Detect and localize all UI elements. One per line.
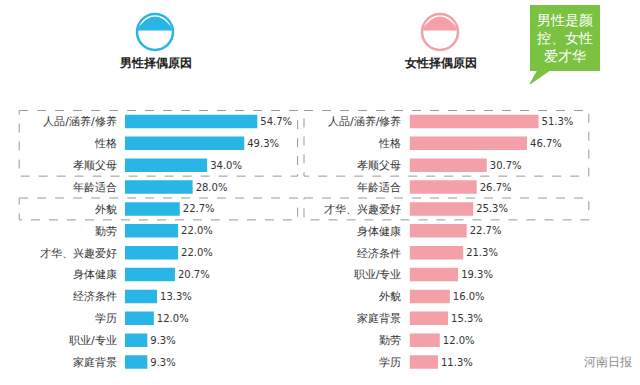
svg-text:家庭背景: 家庭背景	[73, 356, 117, 369]
svg-text:职业/专业: 职业/专业	[354, 268, 402, 281]
svg-text:22.0%: 22.0%	[181, 225, 213, 236]
svg-text:外貌: 外貌	[379, 290, 401, 303]
svg-text:54.7%: 54.7%	[260, 116, 292, 127]
svg-text:22.7%: 22.7%	[470, 225, 502, 236]
svg-text:才华、兴趣爱好: 才华、兴趣爱好	[324, 203, 401, 216]
svg-text:22.0%: 22.0%	[181, 247, 213, 258]
svg-text:外貌: 外貌	[95, 203, 117, 216]
svg-text:年龄适合: 年龄适合	[357, 181, 401, 194]
svg-text:30.7%: 30.7%	[490, 160, 522, 171]
svg-text:性格: 性格	[378, 137, 401, 150]
svg-text:9.3%: 9.3%	[150, 357, 175, 368]
svg-text:男性是颜控、女性爱才华: 男性是颜控、女性爱才华	[537, 12, 593, 64]
svg-text:26.7%: 26.7%	[480, 182, 512, 193]
svg-text:家庭背景: 家庭背景	[357, 312, 401, 325]
svg-text:46.7%: 46.7%	[530, 138, 562, 149]
svg-text:年龄适合: 年龄适合	[73, 181, 117, 194]
svg-text:34.0%: 34.0%	[210, 160, 242, 171]
svg-text:28.0%: 28.0%	[196, 182, 228, 193]
svg-text:经济条件: 经济条件	[73, 290, 117, 303]
svg-text:男性择偶原因: 男性择偶原因	[119, 56, 192, 70]
svg-text:经济条件: 经济条件	[357, 247, 401, 260]
svg-text:12.0%: 12.0%	[157, 313, 189, 324]
svg-text:51.3%: 51.3%	[542, 116, 574, 127]
svg-text:11.3%: 11.3%	[441, 357, 473, 368]
svg-text:孝顺父母: 孝顺父母	[357, 159, 401, 172]
svg-text:性格: 性格	[94, 137, 117, 150]
svg-text:身体健康: 身体健康	[357, 225, 401, 238]
svg-text:学历: 学历	[95, 312, 117, 325]
svg-text:21.3%: 21.3%	[466, 247, 498, 258]
svg-text:人品/涵养/修养: 人品/涵养/修养	[43, 115, 116, 128]
svg-text:勤劳: 勤劳	[95, 225, 117, 238]
svg-text:12.0%: 12.0%	[443, 335, 475, 346]
svg-text:职业/专业: 职业/专业	[69, 334, 117, 347]
svg-text:19.3%: 19.3%	[461, 269, 493, 280]
svg-text:25.3%: 25.3%	[476, 203, 508, 214]
svg-text:女性择偶原因: 女性择偶原因	[404, 56, 477, 70]
svg-text:49.3%: 49.3%	[247, 138, 279, 149]
svg-text:学历: 学历	[379, 356, 401, 369]
svg-text:身体健康: 身体健康	[73, 268, 117, 281]
svg-text:22.7%: 22.7%	[183, 203, 215, 214]
svg-text:勤劳: 勤劳	[379, 334, 401, 347]
svg-text:才华、兴趣爱好: 才华、兴趣爱好	[40, 247, 117, 260]
svg-text:9.3%: 9.3%	[150, 335, 175, 346]
svg-text:孝顺父母: 孝顺父母	[73, 159, 117, 172]
svg-text:人品/涵养/修养: 人品/涵养/修养	[328, 115, 401, 128]
svg-text:13.3%: 13.3%	[160, 291, 192, 302]
svg-text:河南日报: 河南日报	[584, 355, 632, 369]
svg-text:20.7%: 20.7%	[178, 269, 210, 280]
svg-text:15.3%: 15.3%	[451, 313, 483, 324]
svg-text:16.0%: 16.0%	[453, 291, 485, 302]
